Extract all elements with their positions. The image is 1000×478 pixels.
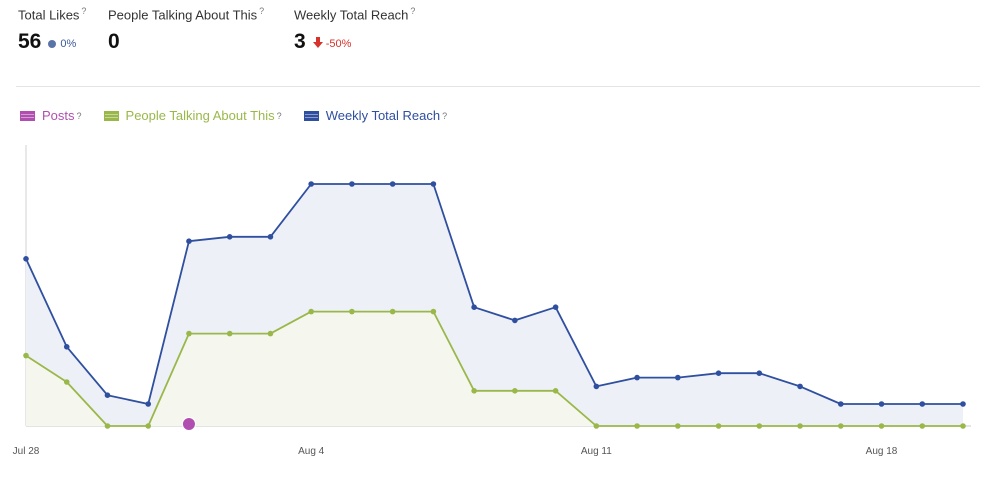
data-point [797, 383, 803, 390]
data-point [837, 423, 844, 429]
x-tick-label: Aug 11 [581, 446, 612, 457]
data-point [552, 304, 559, 310]
reach-swatch-icon [303, 110, 319, 121]
data-point [471, 388, 477, 394]
data-point [593, 383, 600, 390]
data-point [837, 401, 844, 407]
data-point [878, 401, 885, 407]
stat-people-talking-label[interactable]: People Talking About This? [108, 6, 265, 23]
legend-item-posts[interactable]: Posts? [20, 108, 82, 123]
posts-swatch-icon [20, 110, 35, 121]
stat-weekly-reach-label[interactable]: Weekly Total Reach? [294, 6, 416, 23]
data-point [512, 317, 518, 324]
data-point [634, 374, 640, 381]
data-point [308, 181, 314, 187]
data-point [593, 423, 600, 429]
data-point [186, 330, 192, 337]
data-point [145, 423, 152, 429]
stats-row: Total Likes? 56 0% People Talking About … [18, 6, 978, 62]
talking-swatch-icon [103, 110, 119, 121]
data-point [63, 344, 70, 350]
divider [16, 86, 980, 87]
help-icon[interactable]: ? [410, 6, 416, 16]
data-point [186, 238, 192, 244]
data-point [919, 423, 926, 429]
data-point [960, 423, 966, 429]
x-tick-label: Aug 18 [866, 446, 898, 457]
data-point [675, 423, 681, 429]
series-line-2 [25, 310, 963, 427]
data-point [267, 330, 274, 337]
data-point [349, 308, 355, 315]
stat-people-talking-value: 0 [108, 30, 120, 54]
legend-item-weekly-reach[interactable]: Weekly Total Reach? [303, 108, 448, 123]
neutral-dot-icon [48, 40, 57, 49]
data-point [104, 423, 111, 429]
data-point [675, 374, 681, 381]
insights-chart[interactable]: Jul 28 Aug 4 Aug 11 Aug 18 [0, 140, 1000, 470]
data-point [756, 423, 763, 429]
data-point [512, 388, 518, 394]
data-point [226, 234, 233, 240]
stat-people-talking: People Talking About This? 0 [108, 6, 264, 54]
data-point [634, 423, 640, 429]
help-icon[interactable]: ? [259, 6, 265, 16]
stat-total-likes: Total Likes? 56 0% [18, 6, 86, 54]
data-point [145, 401, 152, 407]
stat-weekly-reach: Weekly Total Reach? 3 -50% [294, 6, 415, 54]
data-point [63, 379, 70, 385]
x-tick-label: Aug 4 [298, 446, 325, 457]
data-point [715, 423, 722, 429]
data-point [552, 388, 559, 394]
data-point [430, 308, 437, 315]
series-line-1 [25, 183, 963, 405]
legend-item-people-talking[interactable]: People Talking About This? [103, 108, 282, 123]
stat-total-likes-change: 0% [48, 38, 76, 50]
data-point [104, 392, 111, 398]
stat-weekly-reach-change: -50% [312, 37, 351, 51]
data-point [267, 234, 274, 240]
data-point [226, 330, 233, 337]
data-point [471, 304, 477, 310]
data-point [389, 308, 396, 315]
stat-weekly-reach-value: 3 [294, 30, 306, 54]
chart-legend: Posts? People Talking About This? Weekly… [20, 108, 469, 123]
data-point [797, 423, 803, 429]
help-icon[interactable]: ? [442, 110, 448, 121]
data-point [878, 423, 885, 429]
data-point [389, 181, 396, 187]
help-icon[interactable]: ? [81, 6, 87, 16]
data-point [715, 370, 722, 376]
data-point [919, 401, 926, 407]
data-point [23, 352, 29, 359]
post-marker [181, 417, 196, 431]
data-point [308, 308, 314, 315]
down-arrow-icon [312, 37, 323, 51]
x-tick-label: Jul 28 [13, 446, 40, 457]
help-icon[interactable]: ? [76, 110, 82, 121]
data-point [349, 181, 355, 187]
data-point [23, 256, 29, 262]
data-point [756, 370, 763, 376]
series-area-2 [26, 311, 963, 426]
help-icon[interactable]: ? [276, 110, 282, 121]
data-point [960, 401, 966, 407]
data-point [430, 181, 437, 187]
stat-total-likes-label[interactable]: Total Likes? [18, 6, 87, 23]
stat-total-likes-value: 56 [18, 30, 42, 54]
